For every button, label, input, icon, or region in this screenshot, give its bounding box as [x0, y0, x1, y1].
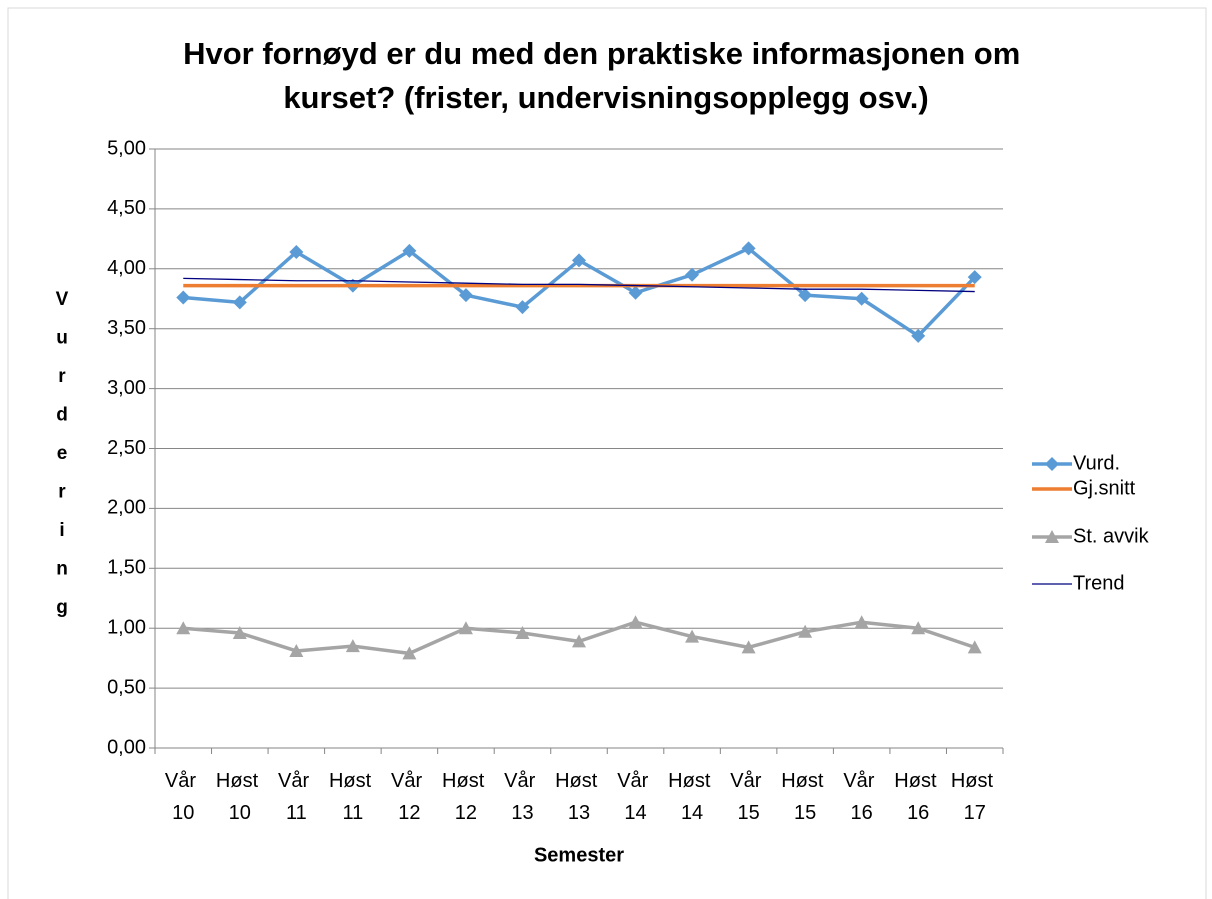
data-point: [685, 629, 700, 643]
data-point: [798, 624, 813, 638]
y-tick-label: 3,50: [107, 317, 146, 339]
x-tick-label: Vår 15: [730, 770, 767, 824]
data-point: [458, 288, 473, 303]
data-point: [289, 643, 304, 657]
data-point: [854, 615, 869, 629]
x-tick-label: Høst 12: [442, 770, 490, 824]
x-tick-label: Høst 17: [951, 770, 999, 824]
x-tick-label: Vår 13: [504, 770, 541, 824]
y-tick-label: 2,00: [107, 497, 146, 519]
data-point: [628, 615, 643, 629]
y-tick-label: 0,50: [107, 676, 146, 698]
series-line: [183, 277, 975, 293]
data-point: [458, 621, 473, 635]
data-point: [402, 646, 417, 660]
data-point: [911, 621, 926, 635]
y-tick-label: 0,00: [107, 736, 146, 758]
y-tick-label: 4,00: [107, 257, 146, 279]
legend-label: St. avvik: [1073, 525, 1150, 547]
y-tick-label: 4,50: [107, 197, 146, 219]
x-tick-label: Vår 14: [617, 770, 654, 824]
data-point: [741, 241, 756, 256]
data-point: [967, 270, 982, 285]
data-point: [232, 625, 247, 639]
x-tick-label: Høst 15: [781, 770, 829, 824]
data-point: [232, 295, 247, 310]
data-point: [515, 300, 530, 315]
data-point: [176, 290, 191, 305]
data-point: [572, 634, 586, 648]
x-tick-label: Vår 12: [391, 770, 428, 824]
x-tick-label: Vår 16: [843, 770, 880, 824]
data-point: [798, 288, 813, 303]
data-point: [1045, 457, 1059, 471]
y-tick-label: 1,00: [107, 616, 146, 638]
data-point: [402, 243, 417, 258]
x-axis-title: Semester: [534, 844, 624, 866]
x-tick-label: Høst 16: [894, 770, 942, 824]
data-point: [289, 245, 304, 260]
data-point: [345, 639, 360, 653]
x-tick-label: Høst 11: [329, 770, 377, 824]
x-tick-label: Høst 10: [216, 770, 264, 824]
data-point: [1045, 530, 1059, 543]
data-point: [911, 328, 926, 343]
chart-frame: [7, 7, 1207, 899]
y-tick-label: 5,00: [107, 137, 146, 159]
x-tick-label: Vår 11: [278, 770, 315, 824]
data-point: [685, 267, 700, 282]
data-point: [572, 253, 586, 268]
legend-label: Gj.snitt: [1073, 477, 1136, 499]
legend-label: Vurd.: [1073, 452, 1120, 474]
y-tick-label: 3,00: [107, 377, 146, 399]
data-point: [741, 640, 756, 654]
x-tick-label: Vår 10: [165, 770, 202, 824]
x-tick-label: Høst 13: [555, 770, 603, 824]
data-point: [515, 625, 530, 639]
y-tick-label: 2,50: [107, 437, 146, 459]
y-tick-label: 1,50: [107, 557, 146, 579]
chart-title: Hvor fornøyd er du med den praktiske inf…: [183, 36, 1029, 115]
data-point: [967, 640, 982, 654]
data-point: [176, 621, 191, 635]
legend-label: Trend: [1073, 572, 1125, 594]
data-point: [854, 291, 869, 306]
data-point: [628, 285, 643, 300]
x-tick-label: Høst 14: [668, 770, 716, 824]
